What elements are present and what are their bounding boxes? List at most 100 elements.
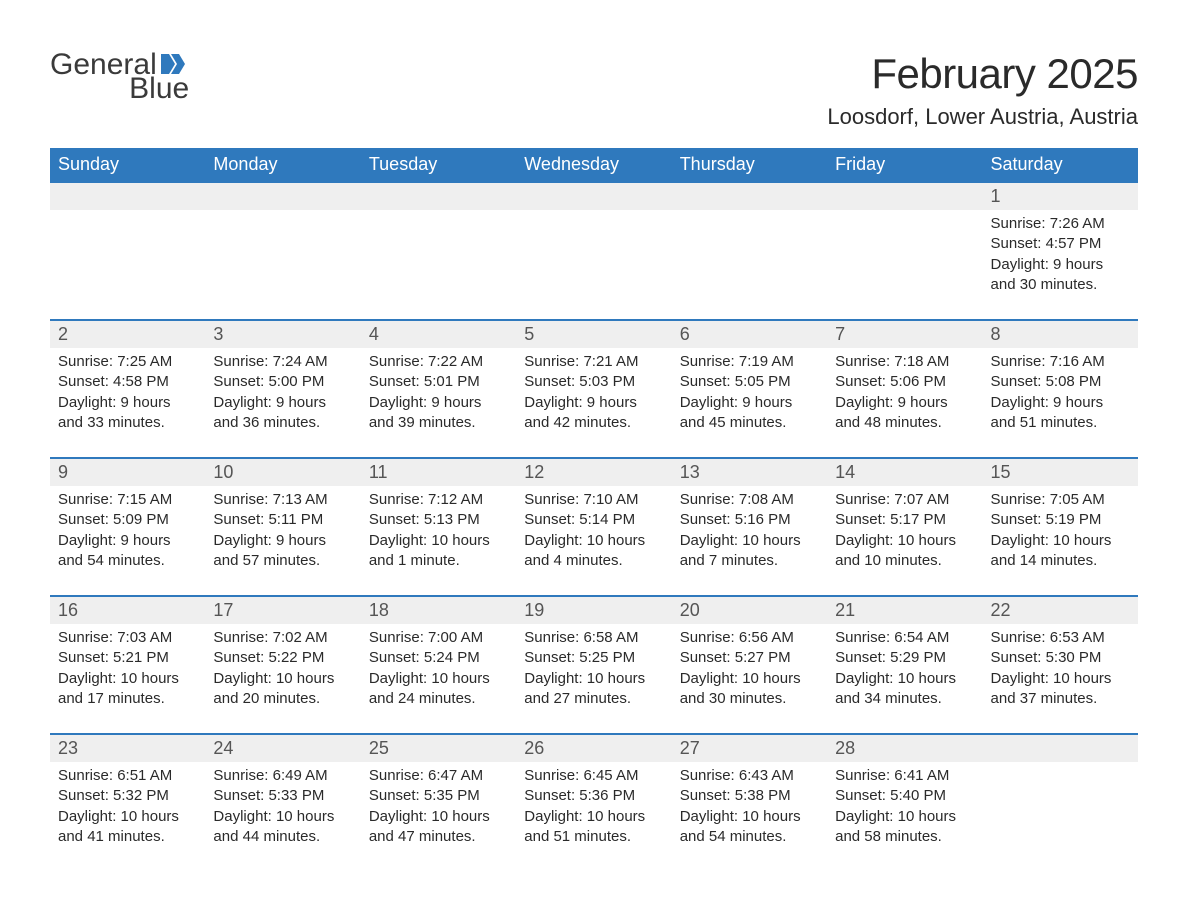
day-body-cell: Sunrise: 7:16 AMSunset: 5:08 PMDaylight:… (983, 348, 1138, 458)
sunrise-text: Sunrise: 6:58 AM (524, 628, 663, 648)
sunrise-text: Sunrise: 6:45 AM (524, 766, 663, 786)
title-block: February 2025 Loosdorf, Lower Austria, A… (827, 50, 1138, 130)
logo: General Blue (50, 50, 189, 104)
day-number-cell: 6 (672, 320, 827, 348)
day-number-cell: 3 (205, 320, 360, 348)
daylight-text: Daylight: 9 hours and 48 minutes. (835, 393, 974, 434)
day-body-cell: Sunrise: 6:53 AMSunset: 5:30 PMDaylight:… (983, 624, 1138, 734)
daylight-text: Daylight: 10 hours and 24 minutes. (369, 669, 508, 710)
day-body-cell: Sunrise: 7:24 AMSunset: 5:00 PMDaylight:… (205, 348, 360, 458)
day-body-cell: Sunrise: 7:12 AMSunset: 5:13 PMDaylight:… (361, 486, 516, 596)
sunrise-text: Sunrise: 7:21 AM (524, 352, 663, 372)
day-number-cell: 2 (50, 320, 205, 348)
week-body-row: Sunrise: 7:03 AMSunset: 5:21 PM Daylight:… (50, 624, 1138, 734)
day-body-cell: Sunrise: 7:15 AMSunset: 5:09 PMDaylight:… (50, 486, 205, 596)
daylight-text: Daylight: 9 hours and 39 minutes. (369, 393, 508, 434)
sunset-text: Sunset: 5:14 PM (524, 510, 663, 530)
day-body-cell: Sunrise: 6:45 AMSunset: 5:36 PMDaylight:… (516, 762, 671, 871)
sunrise-text: Sunrise: 7:12 AM (369, 490, 508, 510)
sunrise-text: Sunrise: 7:07 AM (835, 490, 974, 510)
sunset-text: Sunset: 5:27 PM (680, 648, 819, 668)
day-number-cell: 16 (50, 596, 205, 624)
sunset-text: Sunset: 5:33 PM (213, 786, 352, 806)
calendar-table: Sunday Monday Tuesday Wednesday Thursday… (50, 148, 1138, 871)
logo-text: General Blue (50, 50, 189, 104)
week-body-row: Sunrise: 7:25 AMSunset: 4:58 PM Daylight:… (50, 348, 1138, 458)
day-body-cell: Sunrise: 6:49 AMSunset: 5:33 PMDaylight:… (205, 762, 360, 871)
sunrise-text: Sunrise: 7:03 AM (58, 628, 197, 648)
day-body-cell: Sunrise: 7:26 AMSunset: 4:57 PMDaylight:… (983, 210, 1138, 320)
header: General Blue February 2025 Loosdorf, Low… (50, 50, 1138, 130)
sunset-text: Sunset: 5:21 PM (58, 648, 197, 668)
daylight-text: Daylight: 10 hours and 1 minute. (369, 531, 508, 572)
day-number-cell: 11 (361, 458, 516, 486)
daylight-text: Daylight: 9 hours and 42 minutes. (524, 393, 663, 434)
sunset-text: Sunset: 5:38 PM (680, 786, 819, 806)
day-body-cell (205, 210, 360, 320)
day-number-cell: 7 (827, 320, 982, 348)
day-body-cell: Sunrise: 6:54 AMSunset: 5:29 PMDaylight:… (827, 624, 982, 734)
day-number-cell: 20 (672, 596, 827, 624)
sunset-text: Sunset: 5:40 PM (835, 786, 974, 806)
day-body-cell: Sunrise: 7:00 AMSunset: 5:24 PMDaylight:… (361, 624, 516, 734)
flag-icon (161, 54, 189, 74)
day-number-cell (516, 182, 671, 210)
day-number-cell: 26 (516, 734, 671, 762)
day-body-cell: Sunrise: 6:41 AMSunset: 5:40 PMDaylight:… (827, 762, 982, 871)
day-header-row: Sunday Monday Tuesday Wednesday Thursday… (50, 148, 1138, 182)
col-friday: Friday (827, 148, 982, 182)
week-daynum-row: 1 (50, 182, 1138, 210)
sunset-text: Sunset: 4:58 PM (58, 372, 197, 392)
daylight-text: Daylight: 10 hours and 34 minutes. (835, 669, 974, 710)
day-body-cell: Sunrise: 6:56 AMSunset: 5:27 PMDaylight:… (672, 624, 827, 734)
daylight-text: Daylight: 10 hours and 7 minutes. (680, 531, 819, 572)
week-daynum-row: 16171819202122 (50, 596, 1138, 624)
day-body-cell: Sunrise: 7:21 AMSunset: 5:03 PMDaylight:… (516, 348, 671, 458)
sunrise-text: Sunrise: 7:25 AM (58, 352, 197, 372)
sunset-text: Sunset: 5:03 PM (524, 372, 663, 392)
day-number-cell: 27 (672, 734, 827, 762)
day-number-cell: 25 (361, 734, 516, 762)
day-number-cell (361, 182, 516, 210)
day-body-cell (672, 210, 827, 320)
day-number-cell: 19 (516, 596, 671, 624)
sunset-text: Sunset: 5:19 PM (991, 510, 1130, 530)
day-number-cell: 8 (983, 320, 1138, 348)
sunset-text: Sunset: 5:00 PM (213, 372, 352, 392)
day-body-cell: Sunrise: 7:18 AMSunset: 5:06 PMDaylight:… (827, 348, 982, 458)
daylight-text: Daylight: 10 hours and 44 minutes. (213, 807, 352, 848)
daylight-text: Daylight: 10 hours and 41 minutes. (58, 807, 197, 848)
sunset-text: Sunset: 5:30 PM (991, 648, 1130, 668)
daylight-text: Daylight: 10 hours and 37 minutes. (991, 669, 1130, 710)
sunrise-text: Sunrise: 6:49 AM (213, 766, 352, 786)
daylight-text: Daylight: 9 hours and 45 minutes. (680, 393, 819, 434)
col-sunday: Sunday (50, 148, 205, 182)
day-body-cell: Sunrise: 7:22 AMSunset: 5:01 PMDaylight:… (361, 348, 516, 458)
day-body-cell: Sunrise: 7:25 AMSunset: 4:58 PMDaylight:… (50, 348, 205, 458)
sunrise-text: Sunrise: 6:51 AM (58, 766, 197, 786)
day-number-cell: 22 (983, 596, 1138, 624)
daylight-text: Daylight: 10 hours and 30 minutes. (680, 669, 819, 710)
col-saturday: Saturday (983, 148, 1138, 182)
week-daynum-row: 9101112131415 (50, 458, 1138, 486)
col-monday: Monday (205, 148, 360, 182)
day-number-cell: 15 (983, 458, 1138, 486)
daylight-text: Daylight: 9 hours and 51 minutes. (991, 393, 1130, 434)
day-number-cell: 10 (205, 458, 360, 486)
sunrise-text: Sunrise: 7:02 AM (213, 628, 352, 648)
day-body-cell (361, 210, 516, 320)
daylight-text: Daylight: 10 hours and 14 minutes. (991, 531, 1130, 572)
day-body-cell: Sunrise: 7:08 AMSunset: 5:16 PMDaylight:… (672, 486, 827, 596)
week-daynum-row: 2345678 (50, 320, 1138, 348)
sunrise-text: Sunrise: 6:53 AM (991, 628, 1130, 648)
daylight-text: Daylight: 10 hours and 47 minutes. (369, 807, 508, 848)
month-title: February 2025 (827, 50, 1138, 98)
day-number-cell (672, 182, 827, 210)
sunrise-text: Sunrise: 7:05 AM (991, 490, 1130, 510)
day-body-cell: Sunrise: 6:51 AMSunset: 5:32 PMDaylight:… (50, 762, 205, 871)
col-wednesday: Wednesday (516, 148, 671, 182)
day-body-cell: Sunrise: 6:47 AMSunset: 5:35 PMDaylight:… (361, 762, 516, 871)
week-daynum-row: 232425262728 (50, 734, 1138, 762)
sunset-text: Sunset: 5:24 PM (369, 648, 508, 668)
day-body-cell: Sunrise: 7:19 AMSunset: 5:05 PMDaylight:… (672, 348, 827, 458)
